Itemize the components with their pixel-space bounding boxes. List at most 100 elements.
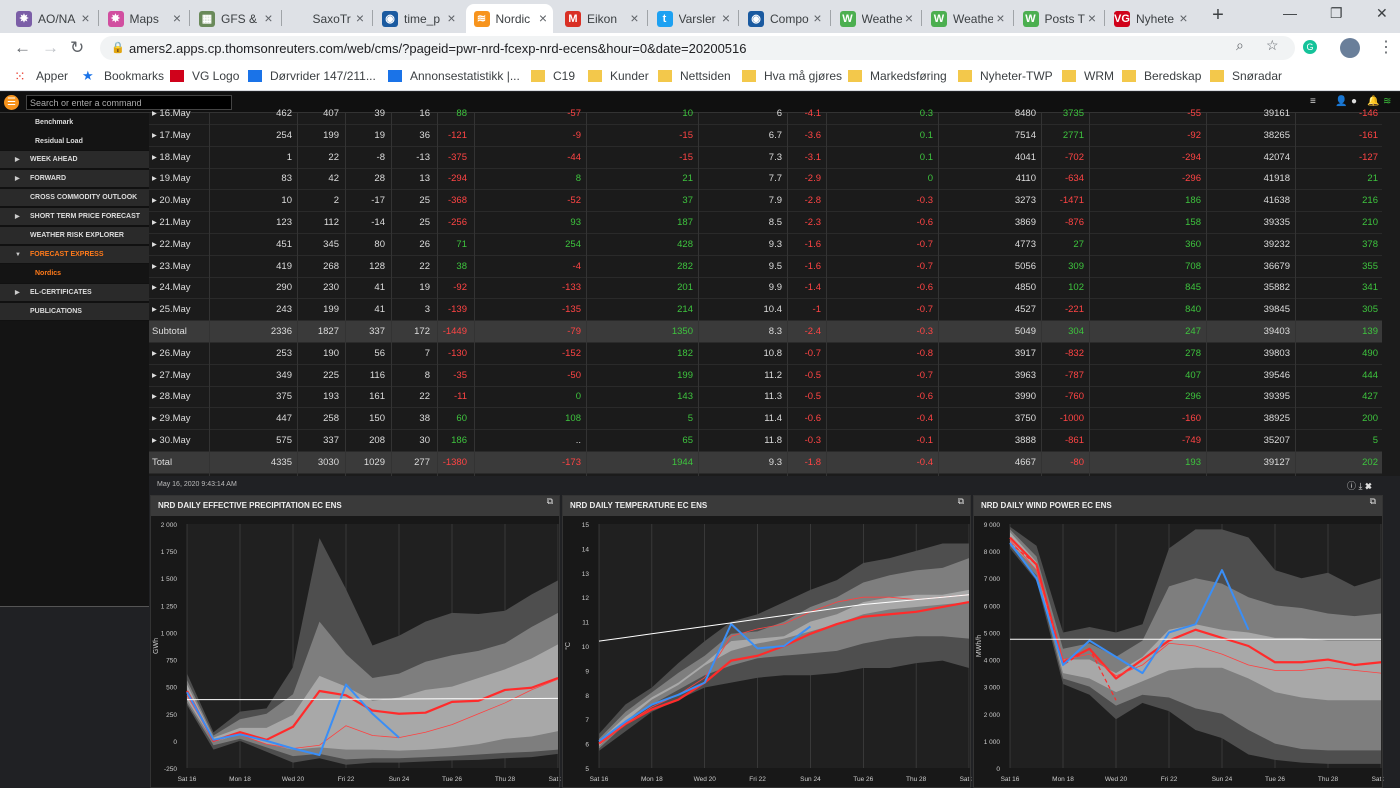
close-window-icon[interactable]: ✕ xyxy=(1376,5,1388,21)
forward-arrow-icon[interactable]: → xyxy=(42,38,59,57)
back-arrow-icon[interactable]: ← xyxy=(14,38,31,57)
row-date[interactable]: ▸ 22.May xyxy=(152,238,191,250)
nav-item[interactable]: Residual Load xyxy=(35,138,83,145)
row-date[interactable]: ▸ 29.May xyxy=(152,413,191,425)
popout-icon[interactable]: ⧉ xyxy=(546,496,553,506)
row-date[interactable]: ▸ 24.May xyxy=(152,282,191,294)
bookmark-item[interactable]: Markedsføring xyxy=(848,69,947,83)
zoom-search-icon[interactable]: ⌕ xyxy=(1236,37,1244,53)
table-row[interactable]: ▸ 30.May 575 337 208 30 186.. 65 11.8 -0.3 -0.1 38… xyxy=(149,430,1382,452)
row-date[interactable]: ▸ 28.May xyxy=(152,391,191,403)
bookmark-item[interactable]: Kunder xyxy=(588,69,649,83)
table-row[interactable]: ▸ 25.May 243 199 41 3 -139 -135 214 10.4 -1 -0.7 45… xyxy=(149,299,1382,322)
bookmark-item[interactable]: C19 xyxy=(531,69,575,83)
browser-tab[interactable]: SaxoTr × xyxy=(283,4,371,33)
minimize-window-icon[interactable]: — xyxy=(1283,5,1297,21)
browser-tab[interactable]: W Posts T × xyxy=(1015,4,1103,33)
table-scrollbar[interactable] xyxy=(1382,113,1400,476)
maximize-window-icon[interactable]: ❐ xyxy=(1330,5,1343,21)
close-tab-icon[interactable]: × xyxy=(81,10,90,26)
nav-item[interactable]: WEATHER RISK EXPLORER xyxy=(0,226,149,245)
table-row[interactable]: ▸ 29.May 447 258 150 38 60 108 5 11.4 -0.6 -0.4 375… xyxy=(149,408,1382,431)
download-icon[interactable]: ⤓ xyxy=(1358,481,1363,491)
table-row[interactable]: ▸ 28.May 375 193 161 22 -11 0 143 11.3 -0.5 -0.6 39… xyxy=(149,386,1382,409)
bookmark-item[interactable]: ★ Bookmarks xyxy=(82,69,164,83)
close-tab-icon[interactable]: × xyxy=(172,10,181,26)
close-tab-icon[interactable]: × xyxy=(904,10,913,26)
nav-item[interactable]: PUBLICATIONS xyxy=(0,302,149,321)
grammarly-extension-icon[interactable]: G xyxy=(1303,40,1317,54)
bookmark-item[interactable]: Nettsiden xyxy=(658,69,731,83)
chat-icon[interactable]: ● xyxy=(1351,96,1358,107)
bookmark-item[interactable]: Snøradar xyxy=(1210,69,1282,83)
browser-tab[interactable]: M Eikon × xyxy=(557,4,645,33)
table-row[interactable]: ▸ 20.May 10 2 -17 25 -368 -52 37 7.9 -2.8 -0.3 3273… xyxy=(149,190,1382,213)
browser-tab[interactable]: W Weathe × xyxy=(923,4,1011,33)
notification-bell-icon[interactable]: 🔔 xyxy=(1367,96,1380,107)
eikon-menu-icon[interactable]: ☰ xyxy=(4,95,19,110)
row-date[interactable]: ▸ 21.May xyxy=(152,217,191,228)
browser-tab[interactable]: t Varsler × xyxy=(649,4,737,33)
reload-icon[interactable]: ↻ xyxy=(70,38,85,57)
row-date[interactable]: ▸ 27.May xyxy=(152,369,191,381)
table-row[interactable]: ▸ 19.May 83 42 28 13 -294 8 21 7.7 -2.9 0 4110 -634 -… xyxy=(149,168,1382,191)
browser-tab[interactable]: VG Nyhete × xyxy=(1106,4,1194,33)
close-tab-icon[interactable]: × xyxy=(355,10,364,26)
table-row[interactable]: ▸ 18.May 1 22 -8 -13 -375 -44 -15 7.3 -3.1 0.1 4041… xyxy=(149,147,1382,169)
popout-icon[interactable]: ⧉ xyxy=(1369,496,1376,506)
browser-menu-icon[interactable]: ⋮ xyxy=(1378,39,1394,56)
nav-item[interactable]: CROSS COMMODITY OUTLOOK xyxy=(0,188,149,207)
nav-item[interactable]: Benchmark xyxy=(35,119,74,126)
nav-item[interactable]: ▶ FORWARD xyxy=(0,169,149,188)
browser-tab[interactable]: ◉ Compo × xyxy=(740,4,828,33)
row-date[interactable]: ▸ 16.May xyxy=(152,108,191,119)
nav-item[interactable]: ▶ EL-CERTIFICATES xyxy=(0,283,149,302)
browser-tab[interactable]: ◉ time_p × xyxy=(374,4,462,33)
bookmark-item[interactable]: VG Logo xyxy=(170,69,239,83)
table-row[interactable]: ▸ 23.May 419 268 128 22 38 -4 282 9.5 -1.6 -0.7 505… xyxy=(149,256,1382,278)
popout-icon[interactable]: ⧉ xyxy=(957,496,964,506)
close-tab-icon[interactable]: × xyxy=(1179,10,1188,26)
browser-tab[interactable]: ✸ AO/NA × xyxy=(8,4,96,33)
url-field[interactable]: 🔒 amers2.apps.cp.thomsonreuters.com/web/… xyxy=(100,36,1295,60)
table-row[interactable]: ▸ 22.May 451 345 80 26 71 254 428 9.3 -1.6 -0.7 477… xyxy=(149,234,1382,256)
excel-export-icon[interactable]: ✖ xyxy=(1365,481,1372,491)
bookmark-item[interactable]: Beredskap xyxy=(1122,69,1201,83)
close-tab-icon[interactable]: × xyxy=(813,10,822,26)
close-tab-icon[interactable]: × xyxy=(996,10,1005,26)
close-tab-icon[interactable]: × xyxy=(721,10,730,26)
row-date[interactable]: ▸ 18.May xyxy=(152,151,191,163)
row-date[interactable]: ▸ 20.May xyxy=(152,195,191,207)
bookmark-item[interactable]: Hva må gjøres xyxy=(742,69,842,83)
command-search-input[interactable] xyxy=(26,95,232,110)
url-text[interactable]: amers2.apps.cp.thomsonreuters.com/web/cm… xyxy=(129,41,747,56)
row-date[interactable]: ▸ 17.May xyxy=(152,129,191,141)
table-row[interactable]: ▸ 21.May 123 112 -14 25 -256 93 187 8.5 -2.3 -0.6 3… xyxy=(149,212,1382,234)
bookmark-item[interactable]: WRM xyxy=(1062,69,1114,83)
table-row[interactable]: ▸ 26.May 253 190 56 7 -130 -152 182 10.8 -0.7 -0.8… xyxy=(149,343,1382,365)
browser-tab[interactable]: W Weathe × xyxy=(832,4,920,33)
close-tab-icon[interactable]: × xyxy=(538,10,547,26)
new-tab-icon[interactable]: + xyxy=(1212,4,1224,26)
close-tab-icon[interactable]: × xyxy=(264,10,273,26)
row-date[interactable]: ▸ 23.May xyxy=(152,260,191,272)
table-row[interactable]: ▸ 27.May 349 225 116 8 -35 -50 199 11.2 -0.5 -0.7 3… xyxy=(149,365,1382,387)
nav-item[interactable]: Nordics xyxy=(35,270,62,277)
table-row[interactable]: ▸ 24.May 290 230 41 19 -92 -133 201 9.9 -1.4 -0.6 4… xyxy=(149,277,1382,300)
nav-item[interactable]: ▼ FORECAST EXPRESS xyxy=(0,245,149,264)
user-icon[interactable]: 👤 xyxy=(1335,96,1348,107)
row-date[interactable]: ▸ 26.May xyxy=(152,347,191,359)
row-date[interactable]: ▸ 25.May xyxy=(152,304,191,316)
nav-item[interactable]: ▶ WEEK AHEAD xyxy=(0,150,149,169)
row-date[interactable]: ▸ 19.May xyxy=(152,173,191,185)
nav-item[interactable]: ▶ SHORT TERM PRICE FORECAST xyxy=(0,207,149,226)
close-tab-icon[interactable]: × xyxy=(630,10,639,26)
bookmark-star-icon[interactable]: ☆ xyxy=(1266,37,1279,53)
row-date[interactable]: ▸ 30.May xyxy=(152,435,191,446)
bookmark-item[interactable]: Annonsestatistikk |... xyxy=(388,69,520,83)
browser-tab[interactable]: ✸ Maps × xyxy=(100,4,188,33)
browser-tab[interactable]: ≋ Nordic × xyxy=(465,4,553,33)
bookmark-item[interactable]: ⁙ Apper xyxy=(14,69,68,83)
bookmark-item[interactable]: Nyheter-TWP xyxy=(958,69,1053,83)
profile-avatar-icon[interactable] xyxy=(1340,38,1360,58)
